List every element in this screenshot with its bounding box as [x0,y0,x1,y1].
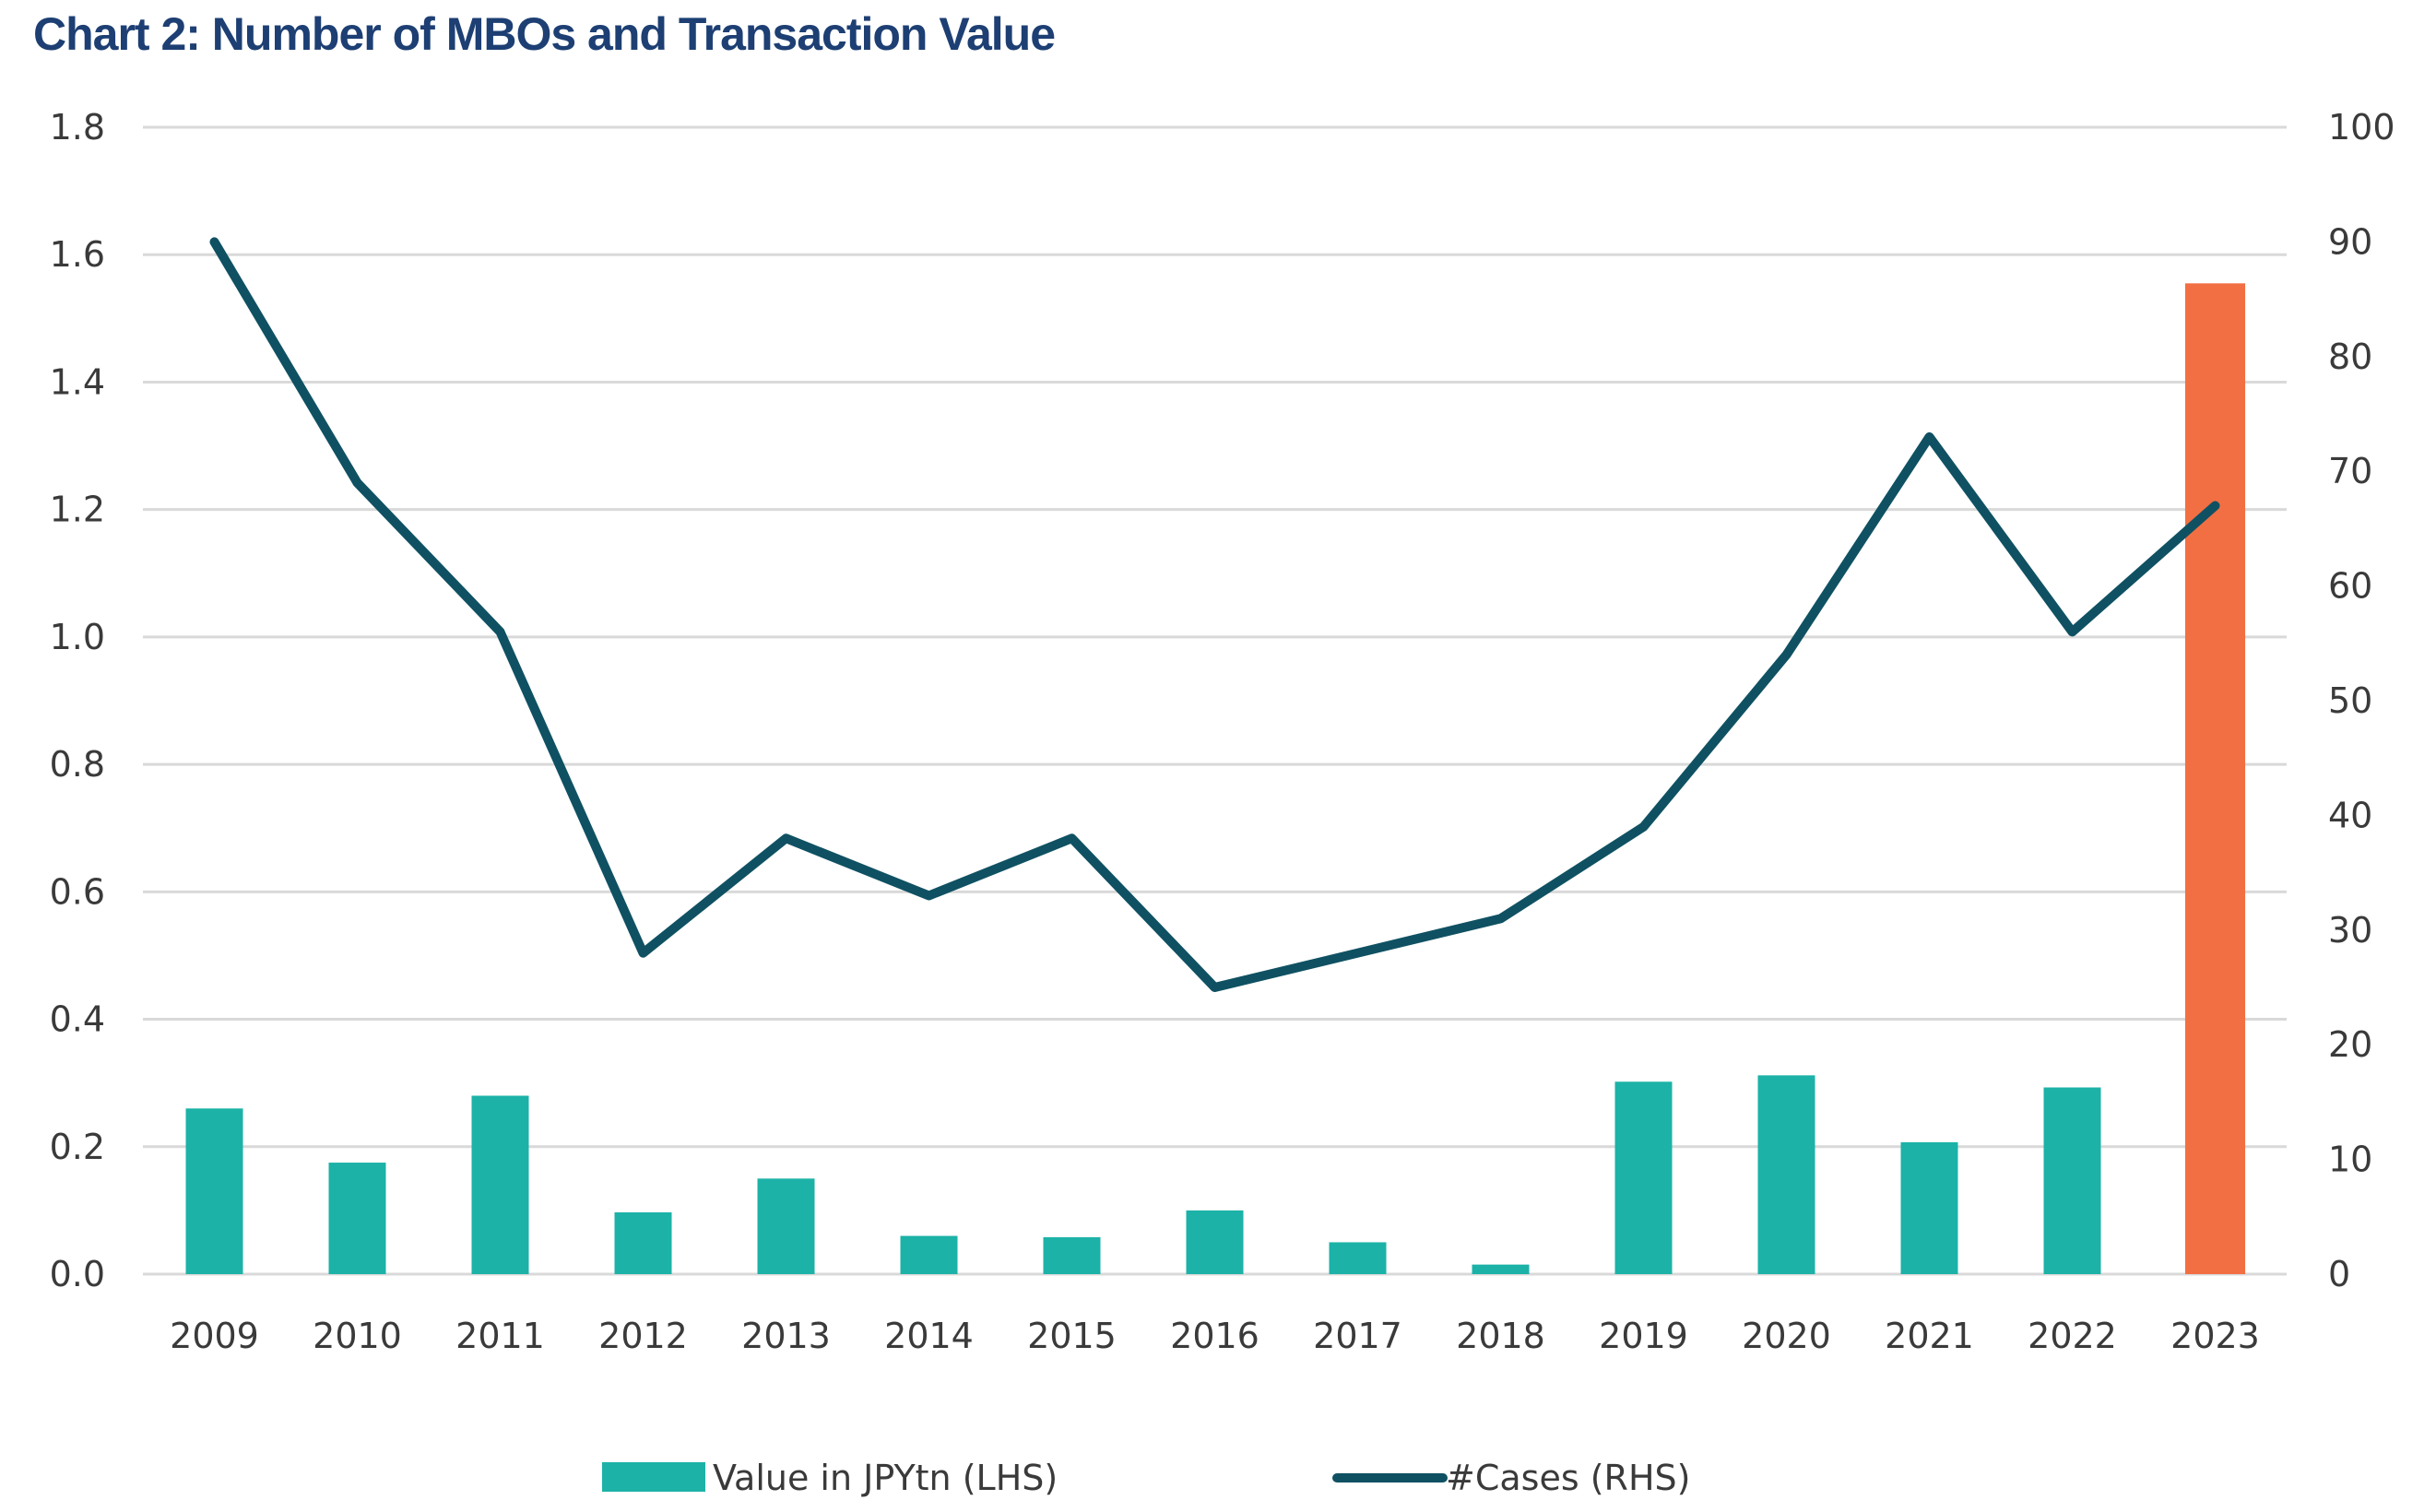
x-tick-label: 2009 [170,1316,259,1356]
cases-line [209,237,2220,992]
value-bar [614,1211,672,1274]
axis-labels: 0.0 0.2 0.4 0.6 0.8 1.0 1.2 1.4 1.6 1.8 0 10 20 30 40 5… [50,107,2395,1356]
x-tick-label: 2018 [1456,1316,1545,1356]
x-tick-label: 2015 [1027,1316,1117,1356]
value-bars [185,283,2246,1274]
value-bar [1186,1210,1244,1274]
y-left-tick-label: 1.0 [50,617,105,657]
x-tick-label: 2011 [455,1316,545,1356]
y-left-tick-label: 0.4 [50,999,105,1040]
legend-label-value: Value in JPYtn (LHS) [713,1458,1058,1498]
y-right-tick-label: 0 [2328,1254,2350,1294]
cases-line-series [209,237,2220,992]
gridlines [143,125,2287,1276]
y-right-tick-label: 40 [2328,795,2372,835]
value-bar [757,1178,815,1274]
value-bar [2043,1087,2101,1274]
x-tick-label: 2023 [2170,1316,2260,1356]
chart-title: Chart 2: Number of MBOs and Transaction … [33,8,1056,60]
x-tick-label: 2022 [2028,1316,2117,1356]
x-tick-label: 2016 [1170,1316,1259,1356]
x-tick-label: 2012 [598,1316,688,1356]
value-bar [2184,283,2246,1274]
x-tick-label: 2017 [1313,1316,1402,1356]
x-tick-label: 2020 [1742,1316,1831,1356]
y-left-tick-label: 0.6 [50,871,105,912]
x-tick-label: 2019 [1599,1316,1688,1356]
y-left-tick-label: 0.8 [50,744,105,785]
legend: Value in JPYtn (LHS) #Cases (RHS) [602,1458,1690,1498]
x-tick-label: 2021 [1885,1316,1974,1356]
y-right-tick-label: 20 [2328,1024,2372,1065]
y-left-tick-label: 0.2 [50,1127,105,1167]
y-right-tick-label: 50 [2328,680,2372,721]
x-tick-label: 2013 [741,1316,831,1356]
y-left-tick-label: 1.4 [50,361,105,402]
y-right-tick-label: 70 [2328,451,2372,491]
y-left-tick-label: 1.8 [50,107,105,148]
value-bar [1900,1141,1958,1274]
y-left-tick-label: 0.0 [50,1254,105,1294]
value-bar [1329,1242,1387,1274]
legend-swatch-value [602,1462,705,1492]
y-left-tick-label: 1.6 [50,234,105,275]
value-bar [1757,1075,1815,1274]
value-bar [328,1163,386,1274]
y-right-tick-label: 100 [2328,107,2395,148]
legend-label-cases: #Cases (RHS) [1446,1458,1690,1498]
value-bar [471,1095,529,1274]
y-right-tick-label: 80 [2328,337,2372,377]
x-tick-label: 2010 [313,1316,402,1356]
value-bar [1043,1236,1101,1274]
y-left-tick-label: 1.2 [50,490,105,530]
value-bar [1614,1081,1673,1274]
y-right-tick-label: 60 [2328,566,2372,607]
value-bar [900,1235,958,1274]
value-bar [1472,1264,1530,1274]
y-right-tick-label: 90 [2328,221,2372,262]
y-right-tick-label: 10 [2328,1140,2372,1180]
x-tick-label: 2014 [884,1316,974,1356]
value-bar [185,1108,243,1274]
y-right-tick-label: 30 [2328,910,2372,951]
